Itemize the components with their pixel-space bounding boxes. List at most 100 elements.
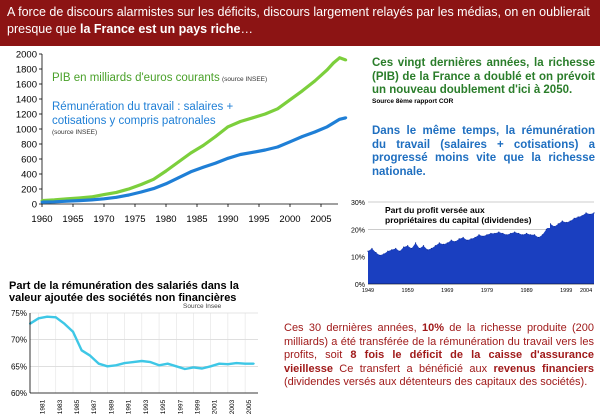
chart2-axes: 1949 1959 1969 1979 1989 1999 2004 xyxy=(362,283,594,294)
salary-share-point xyxy=(201,367,204,370)
legend-pib: PIB en milliards d'euros courants xyxy=(52,72,220,84)
dividend-point xyxy=(506,234,508,236)
chart1-y-tick-label: 200 xyxy=(21,185,37,196)
pib-point xyxy=(263,112,267,116)
chart3-x-tick-label: 1983 xyxy=(57,399,64,414)
pib-point xyxy=(338,56,341,60)
salary-share-point xyxy=(140,360,143,362)
chart2-x-tick-label: 1949 xyxy=(362,288,374,294)
legend-remuneration-source: (source INSEE) xyxy=(52,129,97,136)
chart1-y-tick-label: 2000 xyxy=(16,50,37,61)
dividend-point xyxy=(573,217,575,219)
remuneration-point xyxy=(214,161,218,165)
dividend-point xyxy=(498,231,500,233)
dividend-point xyxy=(585,212,587,214)
red-bold-1: 10% xyxy=(421,322,445,334)
chart1-x-tick-label: 1985 xyxy=(186,214,207,225)
pib-point xyxy=(90,195,93,199)
remuneration-point xyxy=(189,170,193,174)
dividend-point xyxy=(565,221,567,224)
remuneration-point xyxy=(338,117,341,121)
chart3-x-tick-label: 2005 xyxy=(246,399,253,414)
remuneration-point xyxy=(53,200,56,204)
salary-chart-title-line1: Part de la rémunération des salariés dan… xyxy=(9,280,240,292)
dividend-point xyxy=(434,245,437,247)
dividend-point xyxy=(411,247,413,250)
dividend-point xyxy=(518,232,520,235)
chart1-x-tick-label: 1980 xyxy=(155,214,176,225)
salary-share-point xyxy=(72,330,75,333)
chart1-x-tick-label: 1965 xyxy=(62,214,83,225)
dividend-point xyxy=(391,249,393,251)
chart3-x-tick-label: 1993 xyxy=(143,399,150,414)
dividend-point xyxy=(537,236,540,239)
remuneration-point xyxy=(276,145,279,149)
dividend-point xyxy=(549,223,551,225)
dividend-point xyxy=(581,215,583,217)
chart1-x-tick-label: 1960 xyxy=(31,214,52,225)
pib-point xyxy=(164,169,168,173)
chart2-y-tick-label: 30% xyxy=(351,200,365,207)
remuneration-point xyxy=(139,190,143,194)
chart2-y-tick-label: 0% xyxy=(355,282,365,289)
green-paragraph: Ces vingt dernières années, la richesse … xyxy=(372,57,595,96)
dividend-point xyxy=(482,235,484,237)
chart3-y-tick-label: 60% xyxy=(11,389,27,398)
remuneration-point xyxy=(90,198,93,202)
dividend-point xyxy=(569,220,571,222)
pib-point xyxy=(77,196,81,200)
dividend-point xyxy=(387,250,389,252)
red-text-3: Ce transfert a bénéficié aux xyxy=(332,362,494,375)
dividend-point xyxy=(514,231,516,233)
legend-remuneration: Rémunération du travail : salaires + xyxy=(52,101,233,113)
chart3-y-tick-label: 75% xyxy=(11,309,27,318)
remuneration-point xyxy=(263,148,267,152)
dividend-title-line1: Part du profit versée aux xyxy=(385,205,485,215)
chart3-x-tick-label: 1985 xyxy=(74,399,81,414)
dividend-point xyxy=(474,236,476,239)
remuneration-point xyxy=(177,176,180,180)
salary-share-point xyxy=(80,349,83,352)
chart1-axes: 0 200 400 600 800 1000 1200 1400 1600 1800 2000 196… xyxy=(16,50,352,225)
pib-point xyxy=(313,79,317,83)
dividend-point xyxy=(383,253,385,255)
chart1-y-tick-label: 1200 xyxy=(16,110,37,121)
remuneration-point xyxy=(115,195,118,199)
chart1-y-tick-label: 1000 xyxy=(16,125,37,136)
dividend-area xyxy=(368,212,594,284)
pib-point xyxy=(325,68,329,72)
dividend-title-box xyxy=(382,204,550,228)
chart2-x-tick-label: 1999 xyxy=(560,288,572,294)
salary-share-point xyxy=(54,316,57,319)
chart2-x-tick-label: 1969 xyxy=(441,288,453,294)
chart2-y-tick-label: 10% xyxy=(351,255,365,262)
chart1-x-tick-label: 2005 xyxy=(310,214,331,225)
pib-point xyxy=(139,183,143,186)
chart2-y-tick-label: 20% xyxy=(351,227,365,234)
headline-bold: la France est un pays riche xyxy=(79,22,241,36)
red-text-2: de la richesse produite (200 milliards) … xyxy=(284,322,595,361)
salary-share-point xyxy=(132,361,135,364)
chart1-x-tick-label: 1975 xyxy=(124,214,145,225)
chart1-y-tick-label: 1600 xyxy=(16,80,37,91)
dividend-point xyxy=(462,236,464,239)
dividend-point xyxy=(450,239,452,241)
dividend-point xyxy=(494,232,496,235)
chart3-series xyxy=(29,315,255,371)
dividend-point xyxy=(478,234,480,236)
salary-share-point xyxy=(183,368,186,370)
dividend-point xyxy=(510,232,512,235)
chart1-y-tick-label: 1400 xyxy=(16,95,37,106)
dividend-point xyxy=(446,242,448,244)
red-bold-3: revenus financiers xyxy=(493,362,594,375)
dividend-point xyxy=(545,228,548,230)
dividend-point xyxy=(422,245,425,247)
pib-point xyxy=(251,116,255,120)
dividend-point xyxy=(442,243,444,245)
dividend-point xyxy=(561,220,563,222)
salary-share-point xyxy=(166,362,169,365)
dividend-title-line2: propriétaires du capital (dividendes) xyxy=(385,215,532,225)
salary-share-point xyxy=(97,362,100,365)
dividend-point xyxy=(525,232,528,235)
chart1-series xyxy=(40,56,348,204)
